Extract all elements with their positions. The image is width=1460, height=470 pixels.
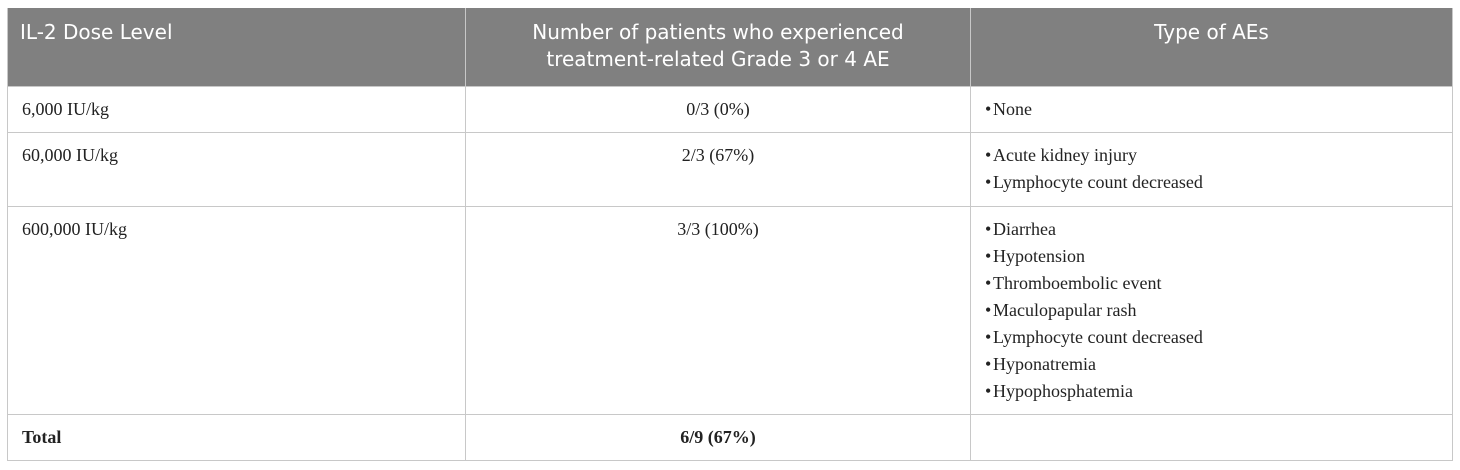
- total-patients-cell: 6/9 (67%): [465, 413, 971, 461]
- patients-cell: 3/3 (100%): [465, 205, 971, 415]
- ae-label: Lymphocyte count decreased: [993, 326, 1203, 347]
- bullet-glyph: •: [985, 380, 992, 401]
- ae-label: Thromboembolic event: [993, 272, 1162, 293]
- table-header: IL-2 Dose Level Number of patients who e…: [7, 8, 1453, 86]
- bullet-glyph: •: [985, 245, 992, 266]
- dose-cell: 600,000 IU/kg: [7, 205, 466, 415]
- ae-list: •None: [985, 96, 1438, 123]
- patients-value: 3/3 (100%): [677, 218, 759, 239]
- header-dose-level: IL-2 Dose Level: [7, 8, 466, 86]
- ae-cell: •None: [970, 85, 1453, 133]
- ae-item: •Thromboembolic event: [985, 270, 1438, 297]
- ae-label: Lymphocyte count decreased: [993, 171, 1203, 192]
- header-ae-types: Type of AEs: [970, 8, 1453, 86]
- bullet-glyph: •: [985, 353, 992, 374]
- header-dose-level-label: IL-2 Dose Level: [20, 20, 173, 44]
- patients-cell: 2/3 (67%): [465, 131, 971, 207]
- dose-value: 60,000 IU/kg: [22, 144, 118, 165]
- ae-item: •Acute kidney injury: [985, 142, 1438, 169]
- header-patient-count-label: Number of patients who experienced treat…: [532, 20, 904, 71]
- ae-item: •Lymphocyte count decreased: [985, 169, 1438, 196]
- bullet-glyph: •: [985, 171, 992, 192]
- header-patient-count: Number of patients who experienced treat…: [465, 8, 971, 86]
- ae-cell: •Diarrhea •Hypotension •Thromboembolic e…: [970, 205, 1453, 415]
- ae-label: None: [993, 98, 1032, 119]
- header-ae-types-label: Type of AEs: [1154, 20, 1269, 44]
- total-label-cell: Total: [7, 413, 466, 461]
- bullet-glyph: •: [985, 218, 992, 239]
- dose-cell: 6,000 IU/kg: [7, 85, 466, 133]
- table-body: 6,000 IU/kg 0/3 (0%) •None 60,000 IU/kg …: [7, 85, 1453, 461]
- ae-label: Hypotension: [993, 245, 1085, 266]
- bullet-glyph: •: [985, 144, 992, 165]
- dose-value: 600,000 IU/kg: [22, 218, 127, 239]
- bullet-glyph: •: [985, 272, 992, 293]
- table-row: 6,000 IU/kg 0/3 (0%) •None: [7, 85, 1453, 133]
- dose-cell: 60,000 IU/kg: [7, 131, 466, 207]
- header-row: IL-2 Dose Level Number of patients who e…: [7, 8, 1453, 86]
- ae-cell: •Acute kidney injury •Lymphocyte count d…: [970, 131, 1453, 207]
- adverse-events-table-container: IL-2 Dose Level Number of patients who e…: [7, 8, 1453, 461]
- ae-item: •Maculopapular rash: [985, 297, 1438, 324]
- total-patients-value: 6/9 (67%): [680, 426, 756, 447]
- table-row: 600,000 IU/kg 3/3 (100%) •Diarrhea •Hypo…: [7, 205, 1453, 415]
- total-row: Total 6/9 (67%): [7, 413, 1453, 461]
- ae-item: •Hypotension: [985, 243, 1438, 270]
- patients-value: 0/3 (0%): [686, 98, 750, 119]
- ae-item: •None: [985, 96, 1438, 123]
- ae-item: •Hyponatremia: [985, 351, 1438, 378]
- ae-item: •Diarrhea: [985, 216, 1438, 243]
- ae-label: Diarrhea: [993, 218, 1056, 239]
- ae-label: Maculopapular rash: [993, 299, 1137, 320]
- ae-label: Hypophosphatemia: [993, 380, 1133, 401]
- patients-value: 2/3 (67%): [681, 144, 755, 165]
- ae-label: Hyponatremia: [993, 353, 1096, 374]
- bullet-glyph: •: [985, 326, 992, 347]
- table-row: 60,000 IU/kg 2/3 (67%) •Acute kidney inj…: [7, 131, 1453, 207]
- patients-cell: 0/3 (0%): [465, 85, 971, 133]
- dose-value: 6,000 IU/kg: [22, 98, 109, 119]
- ae-item: •Lymphocyte count decreased: [985, 324, 1438, 351]
- bullet-glyph: •: [985, 98, 992, 119]
- ae-list: •Diarrhea •Hypotension •Thromboembolic e…: [985, 216, 1438, 405]
- adverse-events-table: IL-2 Dose Level Number of patients who e…: [7, 8, 1453, 461]
- ae-item: •Hypophosphatemia: [985, 378, 1438, 405]
- ae-label: Acute kidney injury: [993, 144, 1137, 165]
- bullet-glyph: •: [985, 299, 992, 320]
- ae-list: •Acute kidney injury •Lymphocyte count d…: [985, 142, 1438, 196]
- total-ae-cell: [970, 413, 1453, 461]
- total-label: Total: [22, 426, 62, 447]
